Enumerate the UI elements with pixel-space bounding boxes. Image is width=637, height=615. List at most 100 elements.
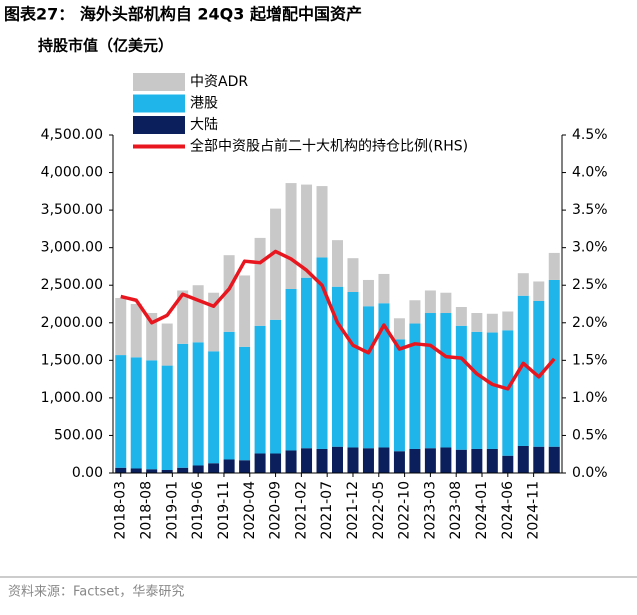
- x-tick-label: 2023-08: [448, 481, 464, 539]
- bar: [517, 295, 529, 446]
- y-tick-label: 0.00: [72, 465, 103, 481]
- y2-tick-label: 2.0%: [572, 315, 608, 331]
- bar: [393, 318, 405, 340]
- y-tick-label: 4,500.00: [41, 127, 103, 143]
- y-axis-title: 持股市值（亿美元）: [38, 37, 173, 55]
- bar: [177, 290, 189, 344]
- y2-tick-label: 0.5%: [572, 427, 608, 443]
- bar: [502, 311, 514, 331]
- bar: [362, 279, 374, 307]
- legend-swatch: [133, 116, 185, 134]
- x-tick-label: 2022-05: [371, 481, 387, 540]
- x-tick-label: 2020-04: [242, 481, 258, 540]
- bar: [146, 313, 158, 361]
- x-tick-label: 2021-12: [345, 481, 361, 540]
- bar: [301, 184, 313, 278]
- line: [120, 249, 556, 391]
- bar: [440, 313, 452, 448]
- bar: [208, 292, 220, 352]
- bar: [270, 319, 282, 454]
- legend-label: 中资ADR: [190, 74, 248, 90]
- y2-tick-label: 0.0%: [572, 465, 608, 481]
- y2-tick-label: 4.0%: [572, 165, 608, 181]
- bar: [517, 273, 529, 296]
- bar: [316, 257, 328, 449]
- bar: [130, 468, 142, 473]
- bar: [130, 304, 142, 358]
- legend-swatch: [133, 73, 185, 91]
- bar: [424, 290, 436, 314]
- y2-tick-label: 1.5%: [572, 352, 608, 368]
- x-tick-label: 2022-10: [397, 481, 413, 540]
- bar: [254, 453, 266, 473]
- bar: [471, 331, 483, 449]
- bar: [502, 330, 514, 456]
- x-tick-label: 2019-11: [216, 481, 232, 540]
- bar: [223, 459, 235, 473]
- bar: [254, 237, 266, 326]
- y2-tick-label: 4.5%: [572, 127, 608, 143]
- bar: [301, 448, 313, 473]
- legend-label: 港股: [190, 96, 218, 112]
- x-tick-label: 2024-01: [474, 481, 490, 540]
- bar: [285, 288, 297, 451]
- legend-swatch: [133, 94, 185, 113]
- x-tick-label: 2024-11: [526, 481, 542, 540]
- x-tick-label: 2021-02: [293, 481, 309, 540]
- bar: [316, 186, 328, 258]
- bar: [486, 332, 498, 449]
- bar: [130, 357, 142, 469]
- bar: [239, 275, 251, 347]
- bar: [455, 325, 467, 450]
- y2-tick-label: 2.5%: [572, 277, 608, 293]
- bar: [548, 279, 560, 447]
- x-tick-label: 2019-01: [164, 481, 180, 540]
- bar: [285, 450, 297, 473]
- bar: [208, 351, 220, 464]
- bar: [270, 453, 282, 473]
- x-tick-label: 2021-07: [319, 481, 335, 540]
- bar: [115, 297, 127, 356]
- bar: [301, 277, 313, 449]
- bar: [440, 447, 452, 473]
- bar: [409, 300, 421, 324]
- x-tick-label: 2024-06: [500, 481, 516, 540]
- bar: [177, 467, 189, 473]
- bar: [455, 449, 467, 473]
- bar: [192, 285, 204, 343]
- y-tick-label: 500.00: [54, 427, 103, 443]
- y-tick-label: 4,000.00: [41, 165, 103, 181]
- bar: [440, 292, 452, 314]
- bar: [548, 446, 560, 473]
- bar: [161, 365, 173, 470]
- bar: [502, 455, 514, 473]
- y-tick-label: 1,000.00: [41, 390, 103, 406]
- y-tick-label: 2,000.00: [41, 315, 103, 331]
- bar: [378, 303, 390, 448]
- bar: [424, 313, 436, 449]
- y2-tick-label: 3.5%: [572, 202, 608, 218]
- bar: [146, 360, 158, 470]
- bar: [239, 460, 251, 473]
- bar: [409, 323, 421, 449]
- bar: [347, 447, 359, 473]
- legend-label: 大陆: [190, 117, 218, 133]
- bar: [347, 258, 359, 292]
- bar: [208, 463, 220, 473]
- bar: [378, 447, 390, 473]
- legend-label: 全部中资股占前二十大机构的持仓比例(RHS): [190, 138, 468, 155]
- y2-tick-label: 3.0%: [572, 240, 608, 256]
- x-tick-label: 2018-08: [139, 481, 155, 540]
- bar: [486, 448, 498, 473]
- bar: [455, 307, 467, 326]
- bar: [393, 451, 405, 473]
- bar: [254, 325, 266, 454]
- bar: [177, 343, 189, 468]
- bar: [362, 306, 374, 449]
- y-tick-label: 3,000.00: [41, 240, 103, 256]
- bar: [424, 448, 436, 473]
- bar: [393, 339, 405, 452]
- bar: [270, 208, 282, 320]
- source: 资料来源：Factset，华泰研究: [8, 585, 184, 600]
- bar: [332, 446, 343, 473]
